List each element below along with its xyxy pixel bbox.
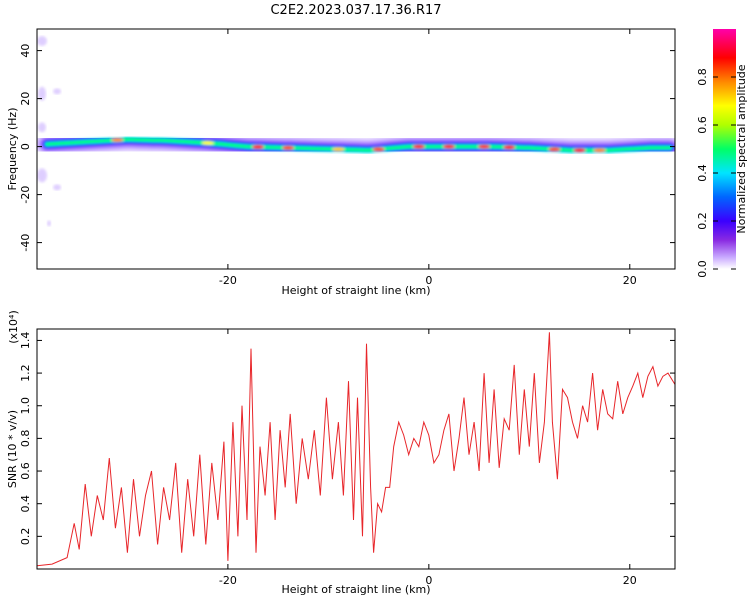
colorbar-tick-label: 0.8 [696, 68, 709, 86]
spectrogram-hotspot [412, 144, 425, 149]
snr-y-tick-label: 1.0 [19, 397, 32, 415]
snr-ticks: -20 0 20 0.2 0.4 0.6 0.8 1.0 1.2 1.4 [19, 329, 675, 587]
snr-y-tick-label: 1.2 [19, 364, 32, 382]
spectrogram-noise-blob [38, 86, 47, 101]
spectrogram-y-tick-label: 0 [19, 143, 32, 150]
spectrogram-noise-blob [53, 184, 62, 191]
snr-y-tick-label: 0.8 [19, 430, 32, 448]
spectrogram-ticks: -20 0 20 -40 -20 0 20 40 [19, 29, 675, 287]
snr-y-tick-label: 1.4 [19, 332, 32, 350]
spectrogram-heatmap [37, 36, 675, 227]
spectrogram-hotspot [332, 147, 345, 152]
spectrogram-x-tick-label: -20 [219, 274, 237, 287]
spectrogram-hotspot [111, 138, 124, 142]
spectrogram-hotspot [503, 145, 516, 150]
spectrogram-frame [36, 28, 676, 270]
colorbar: 0.0 0.2 0.4 0.6 0.8 Normalized spectral ampl… [696, 29, 748, 278]
spectrogram-y-tick-label: -20 [19, 186, 32, 204]
snr-y-multiplier: (x10⁴) [7, 310, 20, 344]
spectrogram-hotspot [282, 145, 295, 150]
snr-frame [36, 328, 676, 570]
spectrogram-hotspot [252, 144, 265, 149]
spectrogram-hotspot [548, 147, 561, 152]
spectrogram-hotspot [442, 144, 455, 149]
colorbar-ticks: 0.0 0.2 0.4 0.6 0.8 [696, 68, 736, 278]
spectrogram-noise-blob [37, 36, 48, 46]
spectrogram-hotspot [478, 144, 491, 149]
spectrogram-noise-blob [38, 122, 47, 133]
colorbar-tick-label: 0.0 [696, 260, 709, 278]
spectrogram-core-green [45, 137, 672, 152]
spectrogram-y-tick-label: 20 [19, 92, 32, 106]
snr-series-line [37, 332, 675, 567]
spectrogram-core [44, 136, 673, 154]
colorbar-tick-label: 0.4 [696, 164, 709, 182]
colorbar-tick-label: 0.2 [696, 212, 709, 230]
colorbar-tick-label: 0.6 [696, 116, 709, 134]
spectrogram-noise-blob [53, 88, 62, 95]
spectrogram-x-tick-label: 20 [623, 274, 637, 287]
snr-y-tick-label: 0.2 [19, 528, 32, 546]
snr-y-tick-label: 0.6 [19, 462, 32, 480]
snr-x-tick-label: -20 [219, 574, 237, 587]
snr-y-tick-label: 0.4 [19, 495, 32, 512]
spectrogram-hotspot [372, 147, 385, 152]
colorbar-gradient [713, 29, 736, 269]
spectrogram-hotspot [573, 148, 586, 153]
spectrogram-hotspot [593, 148, 606, 153]
spectrogram-y-tick-label: 40 [19, 44, 32, 58]
spectrogram-x-tick-label: 0 [425, 274, 432, 287]
figure-title: C2E2.2023.037.17.36.R17 [270, 3, 441, 18]
spectrogram-hotspot [201, 141, 214, 145]
spectrogram-x-label: Height of straight line (km) [281, 284, 430, 297]
spectrogram-y-label: Frequency (Hz) [6, 108, 19, 191]
snr-panel: -20 0 20 0.2 0.4 0.6 0.8 1.0 1.2 1.4 Height of st… [6, 310, 676, 596]
spectrogram-panel: -20 0 20 -40 -20 0 20 40 Height of straight lin… [6, 28, 676, 297]
colorbar-label: Normalized spectral amplitude [735, 64, 748, 233]
snr-x-tick-label: 0 [425, 574, 432, 587]
snr-y-label: SNR (10 * v/v) [6, 410, 19, 488]
spectrogram-noise-blob [47, 220, 52, 227]
spectrogram-noise-blob [37, 168, 48, 183]
snr-x-label: Height of straight line (km) [281, 583, 430, 596]
spectrogram-y-tick-label: -40 [19, 234, 32, 252]
snr-x-tick-label: 20 [623, 574, 637, 587]
